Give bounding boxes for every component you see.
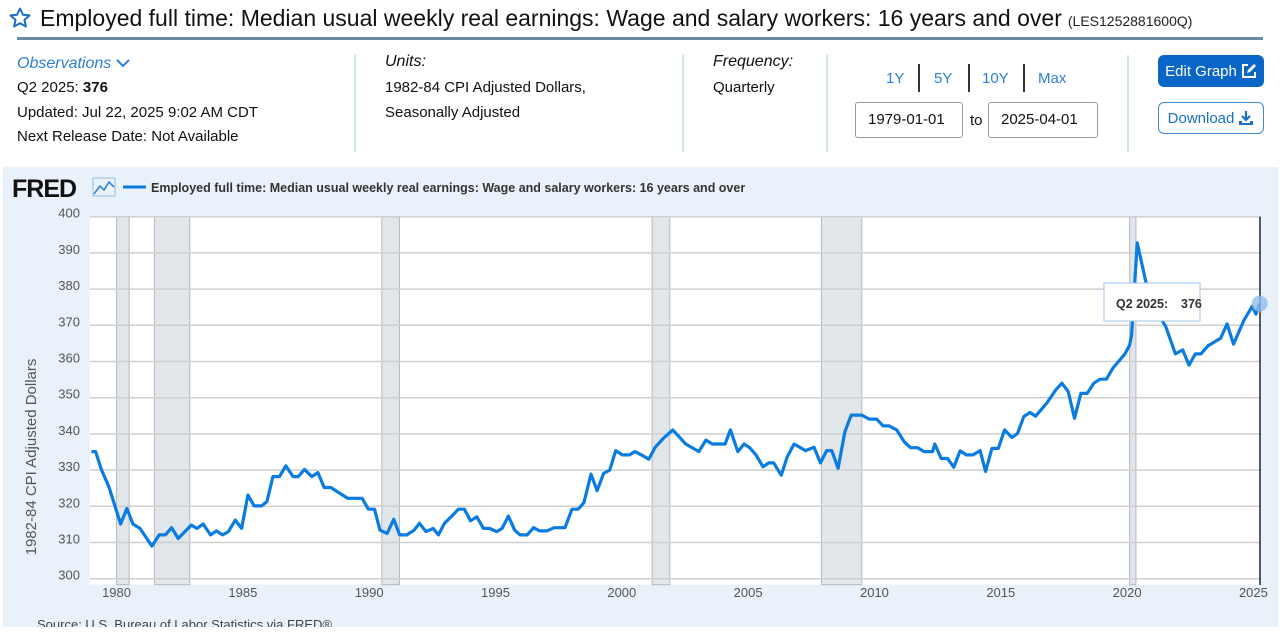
tooltip: Q2 2025: 376	[1103, 282, 1268, 322]
range-separator	[918, 64, 920, 92]
units-label: Units:	[385, 53, 426, 70]
y-tick-label: 370	[58, 314, 80, 329]
x-tick-label: 1990	[355, 585, 384, 600]
latest-observation: Q2 2025: 376	[17, 76, 108, 100]
series-title: Employed full time: Median usual weekly …	[40, 4, 1062, 31]
recession-band	[651, 216, 671, 586]
y-tick-label: 300	[58, 568, 80, 583]
plot-area	[90, 216, 1261, 585]
series-id: (LES1252881600Q)	[1067, 13, 1193, 29]
recession-band	[820, 216, 863, 586]
start-date-input[interactable]: 1979-01-01	[855, 102, 963, 138]
observations-label: Observations	[17, 55, 112, 72]
download-icon	[1239, 111, 1254, 125]
y-tick-label: 330	[58, 459, 80, 474]
x-tick-label: 2000	[607, 585, 636, 600]
updated-text: Updated: Jul 22, 2025 9:02 AM CDT	[17, 104, 258, 121]
observation-value: 376	[82, 79, 108, 96]
source-text[interactable]: Source: U.S. Bureau of Labor Statistics …	[37, 617, 332, 632]
range-1y-button[interactable]: 1Y	[886, 70, 905, 87]
column-divider	[354, 55, 356, 152]
fred-graph-icon	[92, 177, 116, 197]
observations-toggle[interactable]: Observations	[17, 52, 131, 76]
column-divider	[826, 55, 828, 152]
tooltip-label: Q2 2025:	[1116, 297, 1168, 311]
y-tick-label: 380	[58, 278, 80, 293]
y-tick-label: 310	[58, 532, 80, 547]
download-button[interactable]: Download	[1158, 102, 1264, 134]
edit-graph-label: Edit Graph	[1165, 62, 1237, 80]
x-tick-label: 2025	[1239, 585, 1268, 600]
download-label: Download	[1167, 109, 1235, 127]
range-max-button[interactable]: Max	[1038, 70, 1067, 87]
x-tick-label: 2010	[860, 585, 889, 600]
x-tick-label: 1985	[228, 585, 257, 600]
units-line1: 1982-84 CPI Adjusted Dollars,	[385, 79, 586, 96]
end-date-input[interactable]: 2025-04-01	[988, 102, 1098, 138]
fred-logo[interactable]: FRED	[12, 175, 77, 203]
date-to-label: to	[970, 112, 983, 129]
tooltip-value: 376	[1181, 297, 1202, 311]
column-divider	[682, 55, 684, 152]
range-separator	[968, 64, 970, 92]
y-tick-label: 360	[58, 351, 80, 366]
series-title-row: Employed full time: Median usual weekly …	[8, 2, 1192, 34]
x-tick-label: 2005	[734, 585, 763, 600]
legend-label: Employed full time: Median usual weekly …	[151, 181, 745, 195]
line-chart[interactable]: FRED Employed full time: Median usual we…	[3, 167, 1278, 632]
recession-band	[153, 216, 191, 586]
chart-panel: FRED Employed full time: Median usual we…	[3, 167, 1278, 632]
chevron-down-icon	[116, 59, 131, 68]
range-10y-button[interactable]: 10Y	[982, 70, 1009, 87]
y-tick-label: 390	[58, 242, 80, 257]
x-tick-label: 1980	[102, 585, 131, 600]
observation-period: Q2 2025:	[17, 79, 79, 96]
y-tick-label: 320	[58, 495, 80, 510]
title-divider	[17, 37, 1263, 40]
next-release-text: Next Release Date: Not Available	[17, 128, 239, 145]
units-line2: Seasonally Adjusted	[385, 104, 521, 121]
edit-graph-button[interactable]: Edit Graph	[1158, 55, 1264, 87]
star-icon[interactable]	[8, 6, 32, 30]
y-axis-label: 1982-84 CPI Adjusted Dollars	[23, 359, 40, 556]
frequency-value: Quarterly	[713, 79, 775, 96]
edit-icon	[1241, 64, 1256, 78]
x-tick-label: 2020	[1113, 585, 1142, 600]
hover-point	[1251, 295, 1268, 312]
x-tick-label: 1995	[481, 585, 510, 600]
recession-band	[116, 216, 130, 586]
column-divider	[1127, 55, 1129, 152]
y-tick-label: 350	[58, 387, 80, 402]
x-tick-label: 2015	[986, 585, 1015, 600]
y-tick-label: 340	[58, 423, 80, 438]
range-separator	[1023, 64, 1025, 92]
range-5y-button[interactable]: 5Y	[934, 70, 953, 87]
series-line	[91, 241, 1262, 548]
frequency-label: Frequency:	[713, 53, 794, 70]
y-tick-label: 400	[58, 206, 80, 221]
